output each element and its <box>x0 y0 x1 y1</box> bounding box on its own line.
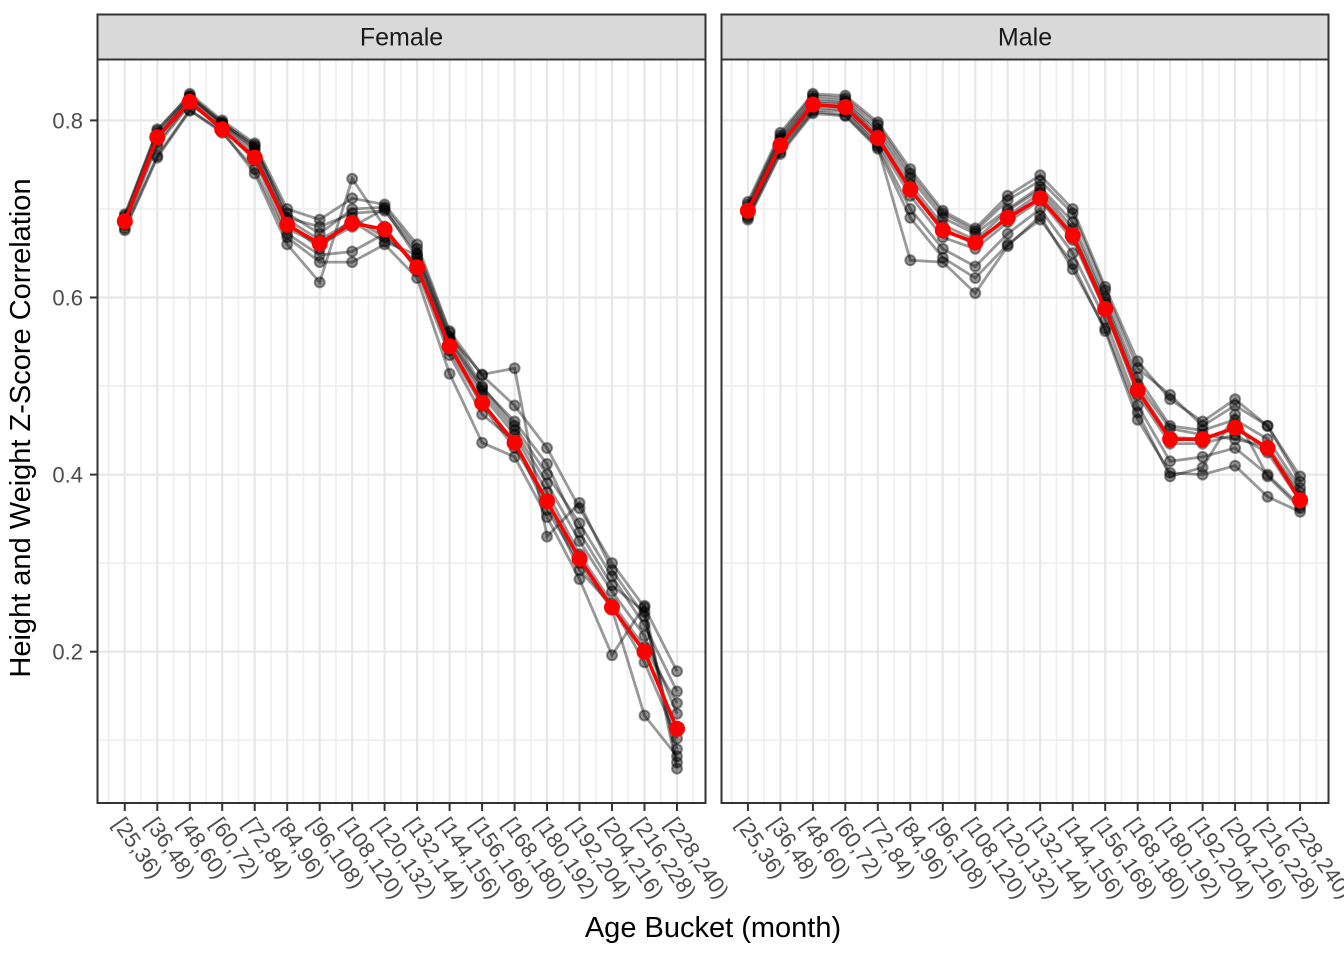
svg-text:0.2: 0.2 <box>52 640 83 665</box>
svg-text:Female: Female <box>360 24 443 52</box>
svg-text:0.8: 0.8 <box>52 108 83 133</box>
svg-text:Age Bucket (month): Age Bucket (month) <box>585 912 841 944</box>
svg-text:Height and Weight Z-Score Corr: Height and Weight Z-Score Correlation <box>5 178 37 677</box>
svg-text:0.6: 0.6 <box>52 286 83 311</box>
svg-text:0.4: 0.4 <box>52 463 83 488</box>
svg-text:Male: Male <box>998 24 1052 52</box>
